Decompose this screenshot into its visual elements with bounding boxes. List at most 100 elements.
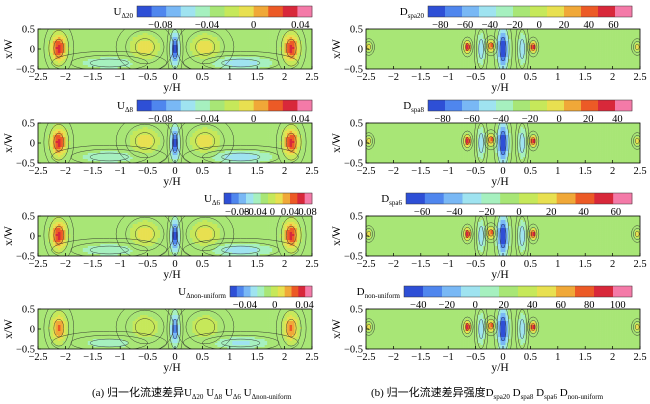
colorbar-tick-label: 60: [608, 20, 619, 31]
field-cell: [242, 67, 246, 69]
field-cell: [105, 43, 109, 46]
field-cell: [562, 41, 566, 44]
field-cell: [72, 31, 76, 34]
field-cell: [617, 39, 621, 42]
field-cell: [65, 125, 69, 128]
field-cell: [473, 31, 476, 34]
field-cell: [637, 33, 640, 36]
field-cell: [443, 35, 447, 38]
field-cell: [279, 39, 283, 42]
field-cell: [557, 45, 561, 48]
field-cell: [115, 49, 119, 52]
field-cell: [600, 47, 603, 50]
field-cell: [267, 57, 270, 60]
field-cell: [366, 61, 369, 64]
field-cell: [95, 35, 99, 38]
field-cell: [179, 61, 183, 64]
field-cell: [47, 29, 51, 32]
field-cell: [197, 37, 201, 40]
field-cell: [490, 29, 494, 32]
field-cell: [577, 55, 581, 58]
field-cell: [105, 45, 109, 48]
field-cell: [42, 141, 46, 144]
field-cell: [500, 45, 504, 48]
field-cell: [468, 41, 471, 44]
field-cell: [279, 41, 283, 44]
field-cell: [62, 143, 66, 146]
field-cell: [545, 63, 549, 66]
field-cell: [370, 61, 374, 64]
field-cell: [57, 43, 61, 46]
field-cell: [493, 57, 496, 60]
field-cell: [147, 61, 151, 64]
field-cell: [170, 45, 173, 48]
field-cell: [247, 55, 251, 58]
field-cell: [105, 59, 109, 62]
field-cell: [366, 63, 369, 66]
field-cell: [135, 35, 138, 38]
field-cell: [67, 127, 71, 130]
field-cell: [117, 49, 121, 52]
field-cell: [577, 61, 581, 64]
field-cell: [632, 57, 636, 60]
field-cell: [145, 41, 148, 44]
field-cell: [274, 41, 278, 44]
field-cell: [102, 37, 106, 40]
field-cell: [277, 29, 280, 32]
field-cell: [142, 67, 146, 69]
field-cell: [515, 31, 519, 34]
field-cell: [112, 59, 116, 62]
field-cell: [207, 37, 211, 40]
field-cell: [277, 47, 280, 50]
field-cell: [557, 37, 561, 40]
field-cell: [120, 47, 123, 50]
field-cell: [413, 47, 417, 50]
colorbar-swatch: [564, 6, 582, 17]
field-cell: [182, 61, 186, 64]
field-cell: [62, 29, 66, 32]
field-cell: [512, 33, 516, 36]
field-cell: [184, 47, 188, 50]
field-cell: [302, 55, 305, 58]
field-cell: [105, 55, 109, 58]
field-cell: [505, 57, 509, 60]
field-cell: [470, 61, 474, 64]
field-cell: [480, 47, 484, 50]
field-cell: [375, 43, 379, 46]
field-cell: [82, 61, 86, 64]
contour-line: [635, 43, 640, 51]
field-cell: [132, 47, 136, 50]
field-cell: [289, 31, 293, 34]
field-cell: [209, 35, 213, 38]
field-cell: [542, 51, 546, 54]
field-cell: [150, 47, 153, 50]
field-cell: [510, 35, 514, 38]
field-cell: [585, 35, 588, 38]
field-cell: [368, 35, 372, 38]
field-cell: [112, 31, 116, 34]
field-cell: [390, 61, 394, 64]
field-cell: [237, 37, 241, 40]
field-cell: [284, 63, 288, 66]
field-cell: [252, 51, 256, 54]
field-cell: [212, 39, 216, 42]
field-cell: [204, 45, 208, 48]
field-cell: [520, 59, 524, 62]
field-cell: [433, 39, 437, 42]
field-cell: [388, 67, 392, 69]
field-cell: [373, 57, 377, 60]
field-cell: [475, 65, 479, 68]
field-cell: [237, 61, 241, 64]
field-cell: [237, 65, 241, 68]
field-cell: [297, 41, 300, 44]
field-cell: [483, 33, 486, 36]
field-cell: [95, 43, 99, 46]
field-cell: [160, 49, 163, 52]
field-cell: [75, 133, 79, 136]
field-cell: [532, 39, 536, 42]
field-cell: [130, 49, 133, 52]
field-cell: [403, 67, 407, 69]
field-cell: [65, 61, 69, 64]
field-cell: [540, 47, 544, 50]
field-cell: [430, 57, 434, 60]
